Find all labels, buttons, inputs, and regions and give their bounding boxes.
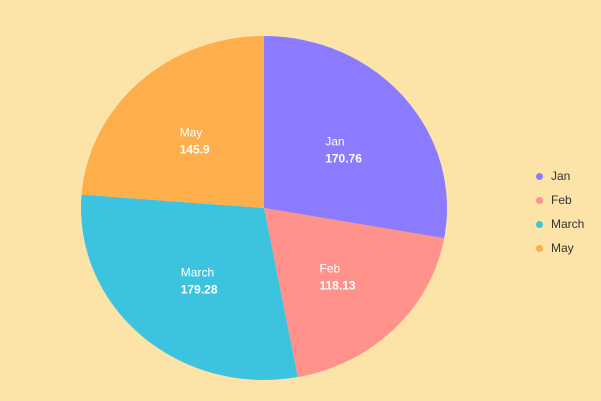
pie-slice-march[interactable] [81,194,298,380]
legend-label: May [551,241,574,255]
pie-slice-feb[interactable] [264,208,445,378]
slice-value-jan: 170.76 [325,151,362,165]
legend-item-may[interactable]: May [536,236,584,260]
pie-slice-jan[interactable] [264,36,448,239]
legend-item-feb[interactable]: Feb [536,188,584,212]
pie-labels: Jan 170.76 Feb 118.13 March 179.28 May 145.9 [180,126,363,297]
slice-label-jan: Jan [325,134,344,148]
pie-slices [81,36,448,380]
legend-item-march[interactable]: March [536,212,584,236]
legend-label: March [551,217,585,231]
pie-slice-may[interactable] [81,36,264,208]
legend-dot-icon [536,172,543,180]
slice-label-march: March [181,265,214,279]
slice-label-feb: Feb [320,262,341,276]
slice-value-feb: 118.13 [320,279,356,293]
legend-dot-icon [536,196,543,204]
legend-label: Jan [551,169,571,183]
slice-label-may: May [180,126,203,140]
legend-dot-icon [536,244,543,252]
legend: Jan Feb March May [536,164,584,260]
slice-value-march: 179.28 [181,282,218,296]
legend-item-jan[interactable]: Jan [536,164,584,188]
slice-value-may: 145.9 [180,143,210,157]
legend-dot-icon [536,220,543,228]
legend-label: Feb [551,193,572,207]
